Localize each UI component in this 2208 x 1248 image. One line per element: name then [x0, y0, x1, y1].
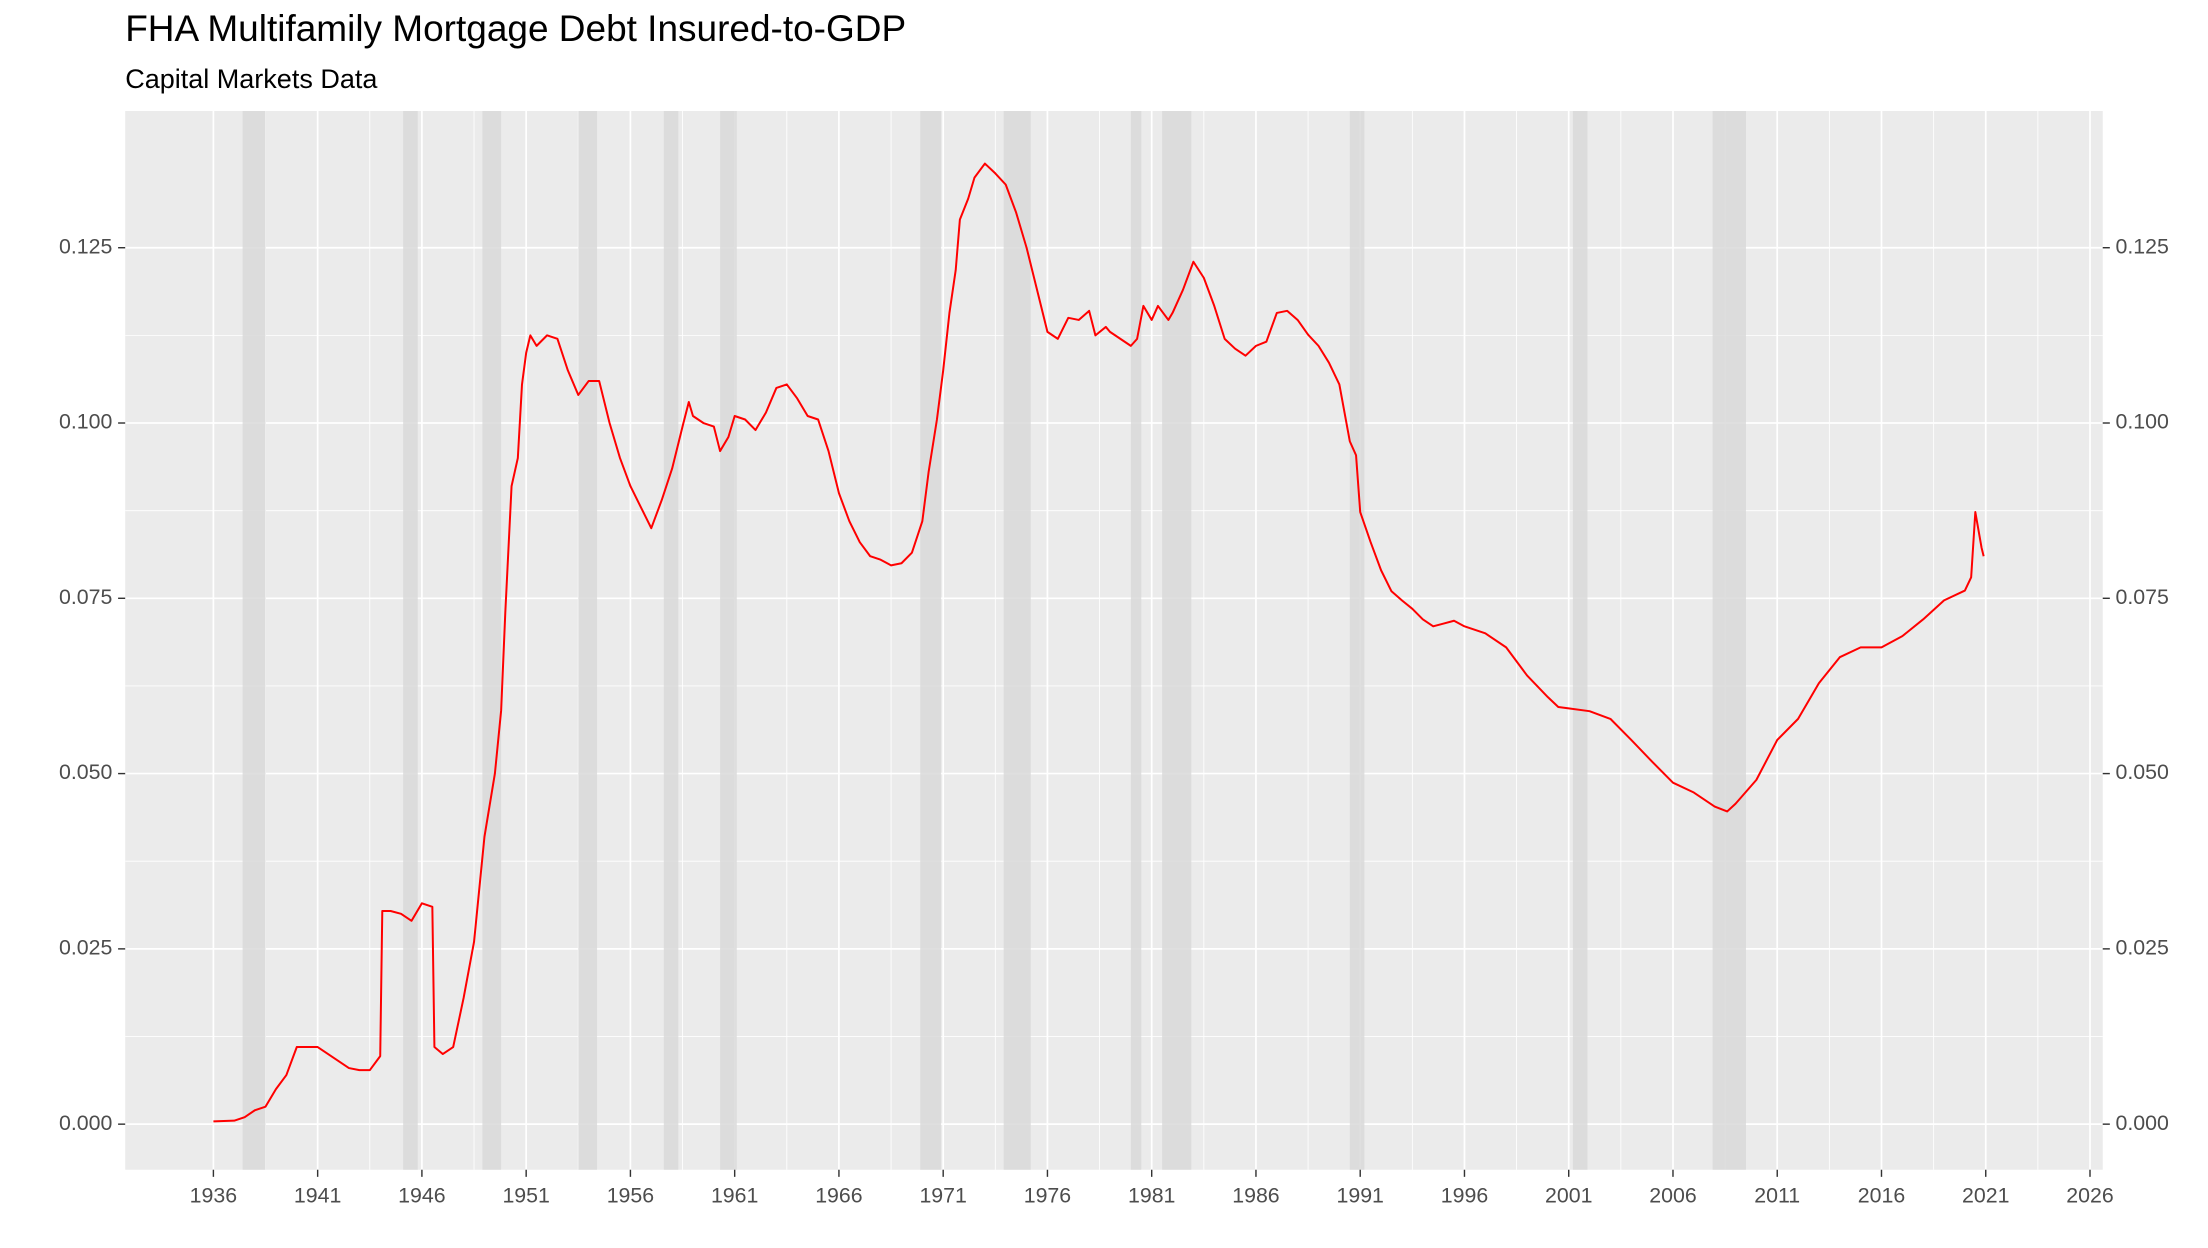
- y2-tick-label: 0.025: [2116, 936, 2169, 960]
- x-tick-label: 2016: [1858, 1183, 1905, 1207]
- x-tick-label: 1981: [1128, 1183, 1175, 1207]
- recession-band: [242, 110, 266, 1170]
- x-tick-label: 1951: [502, 1183, 549, 1207]
- recession-band: [482, 110, 502, 1170]
- chart-subtitle: Capital Markets Data: [125, 64, 378, 94]
- recession-band: [663, 110, 679, 1170]
- y2-tick-label: 0.000: [2116, 1111, 2170, 1135]
- x-tick-label: 2026: [2066, 1183, 2113, 1207]
- x-tick-label: 1941: [294, 1183, 341, 1207]
- x-tick-label: 1971: [919, 1183, 966, 1207]
- recession-band: [1162, 110, 1192, 1170]
- y2-tick-label: 0.125: [2116, 234, 2169, 258]
- recession-band: [1130, 110, 1142, 1170]
- x-tick-label: 2011: [1754, 1183, 1800, 1207]
- x-tick-label: 1976: [1024, 1183, 1071, 1207]
- recession-band: [578, 110, 598, 1170]
- recession-band: [720, 110, 737, 1170]
- plot-panel: [125, 110, 2103, 1170]
- x-tick-label: 1986: [1232, 1183, 1279, 1207]
- x-tick-label: 1956: [607, 1183, 654, 1207]
- x-tick-label: 1996: [1441, 1183, 1488, 1207]
- y-tick-label: 0.000: [59, 1111, 113, 1135]
- x-tick-label: 1991: [1336, 1183, 1383, 1207]
- data-line: [213, 162, 1985, 1123]
- y-tick-label: 0.125: [59, 234, 112, 258]
- x-tick-label: 1961: [711, 1183, 758, 1207]
- chart-title: FHA Multifamily Mortgage Debt Insured-to…: [125, 8, 906, 49]
- x-tick-label: 2006: [1649, 1183, 1696, 1207]
- x-tick-label: 2021: [1962, 1183, 2009, 1207]
- y-tick-label: 0.100: [59, 410, 113, 434]
- y-tick-label: 0.050: [59, 760, 113, 784]
- recession-band: [403, 110, 418, 1170]
- recession-band: [1712, 110, 1746, 1170]
- recession-band: [1349, 110, 1365, 1170]
- x-tick-label: 1966: [815, 1183, 862, 1207]
- x-tick-label: 1936: [190, 1183, 237, 1207]
- y2-tick-label: 0.100: [2116, 410, 2170, 434]
- recession-band: [1003, 110, 1031, 1170]
- y2-tick-label: 0.050: [2116, 760, 2170, 784]
- x-tick-label: 2001: [1545, 1183, 1592, 1207]
- y-tick-label: 0.075: [59, 585, 112, 609]
- recession-band: [1572, 110, 1588, 1170]
- recession-band: [920, 110, 942, 1170]
- y-tick-label: 0.025: [59, 936, 112, 960]
- x-tick-label: 1946: [398, 1183, 445, 1207]
- y2-tick-label: 0.075: [2116, 585, 2169, 609]
